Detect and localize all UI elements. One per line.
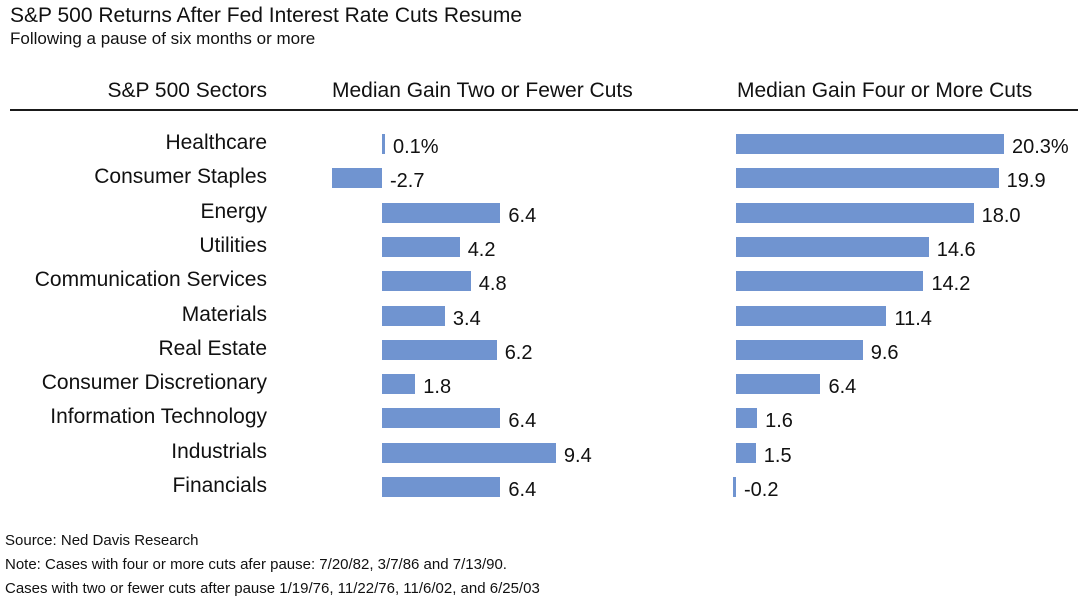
bar-four-or-more-information-technology	[736, 408, 758, 429]
footnote-two-or-fewer: Cases with two or fewer cuts after pause…	[5, 580, 540, 597]
bar-two-or-fewer-industrials	[382, 442, 556, 463]
sector-label-financials: Financials	[172, 474, 267, 497]
value-label-two-or-fewer-financials: 6.4	[508, 479, 537, 501]
value-label-four-or-more-industrials: 1.5	[763, 444, 792, 467]
bar-four-or-more-healthcare	[736, 134, 1004, 154]
value-label-four-or-more-materials: 11.4	[894, 307, 932, 330]
bar-four-or-more-materials	[736, 305, 887, 326]
sector-label-utilities: Utilities	[199, 233, 267, 257]
value-label-two-or-fewer-communication-services: 4.8	[478, 273, 507, 296]
chart-title: S&P 500 Returns After Fed Interest Rate …	[10, 4, 523, 27]
sector-label-energy: Energy	[200, 199, 267, 223]
value-label-four-or-more-consumer-discretionary: 6.4	[828, 376, 857, 399]
value-label-four-or-more-financials: -0.2	[744, 479, 779, 501]
value-label-four-or-more-communication-services: 14.2	[931, 273, 971, 296]
bar-two-or-fewer-healthcare	[382, 134, 385, 154]
value-label-two-or-fewer-energy: 6.4	[508, 204, 537, 227]
bar-two-or-fewer-communication-services	[382, 271, 471, 292]
value-label-two-or-fewer-consumer-discretionary: 1.8	[423, 376, 452, 399]
sector-label-consumer-staples: Consumer Staples	[94, 165, 267, 189]
chart-subtitle: Following a pause of six months or more	[10, 29, 316, 48]
value-label-four-or-more-energy: 18.0	[981, 204, 1021, 227]
two-or-fewer-cuts-column-header: Median Gain Two or Fewer Cuts	[332, 79, 633, 102]
sector-label-consumer-discretionary: Consumer Discretionary	[41, 371, 267, 395]
sector-label-communication-services: Communication Services	[34, 268, 267, 292]
bar-two-or-fewer-energy	[382, 202, 501, 223]
bar-four-or-more-financials	[733, 477, 736, 497]
value-label-two-or-fewer-real-estate: 6.2	[504, 341, 533, 364]
value-label-two-or-fewer-materials: 3.4	[452, 307, 481, 330]
value-label-two-or-fewer-information-technology: 6.4	[508, 410, 537, 433]
value-label-two-or-fewer-industrials: 9.4	[563, 444, 592, 467]
value-label-four-or-more-consumer-staples: 19.9	[1006, 170, 1046, 193]
bar-two-or-fewer-financials	[382, 477, 501, 497]
header-rule	[10, 109, 1078, 111]
value-label-two-or-fewer-consumer-staples: -2.7	[390, 170, 425, 193]
sector-label-materials: Materials	[181, 302, 267, 326]
value-label-four-or-more-healthcare: 20.3%	[1011, 136, 1069, 158]
bar-two-or-fewer-utilities	[382, 236, 460, 257]
value-label-four-or-more-utilities: 14.6	[936, 238, 976, 261]
bar-four-or-more-industrials	[736, 442, 756, 463]
sector-label-healthcare: Healthcare	[165, 131, 267, 154]
bar-four-or-more-communication-services	[736, 271, 924, 292]
bar-two-or-fewer-real-estate	[382, 339, 497, 360]
bar-two-or-fewer-consumer-staples	[332, 168, 382, 189]
footnote-four-or-more: Note: Cases with four or more cuts afer …	[5, 556, 507, 573]
value-label-two-or-fewer-utilities: 4.2	[467, 238, 496, 261]
bar-four-or-more-utilities	[736, 236, 929, 257]
bar-two-or-fewer-materials	[382, 305, 445, 326]
value-label-two-or-fewer-healthcare: 0.1%	[393, 136, 439, 158]
value-label-four-or-more-real-estate: 9.6	[870, 341, 899, 364]
sector-label-real-estate: Real Estate	[158, 336, 267, 360]
bar-two-or-fewer-information-technology	[382, 408, 501, 429]
bar-four-or-more-real-estate	[736, 339, 863, 360]
value-label-four-or-more-information-technology: 1.6	[765, 410, 793, 433]
bar-two-or-fewer-consumer-discretionary	[382, 374, 416, 395]
bar-four-or-more-consumer-discretionary	[736, 374, 821, 395]
bar-four-or-more-consumer-staples	[736, 168, 999, 189]
source-note: Source: Ned Davis Research	[5, 532, 199, 549]
bar-four-or-more-energy	[736, 202, 974, 223]
sector-label-information-technology: Information Technology	[50, 405, 267, 429]
sectors-column-header: S&P 500 Sectors	[107, 79, 267, 102]
four-or-more-cuts-column-header: Median Gain Four or More Cuts	[737, 79, 1033, 102]
sector-label-industrials: Industrials	[171, 439, 267, 463]
